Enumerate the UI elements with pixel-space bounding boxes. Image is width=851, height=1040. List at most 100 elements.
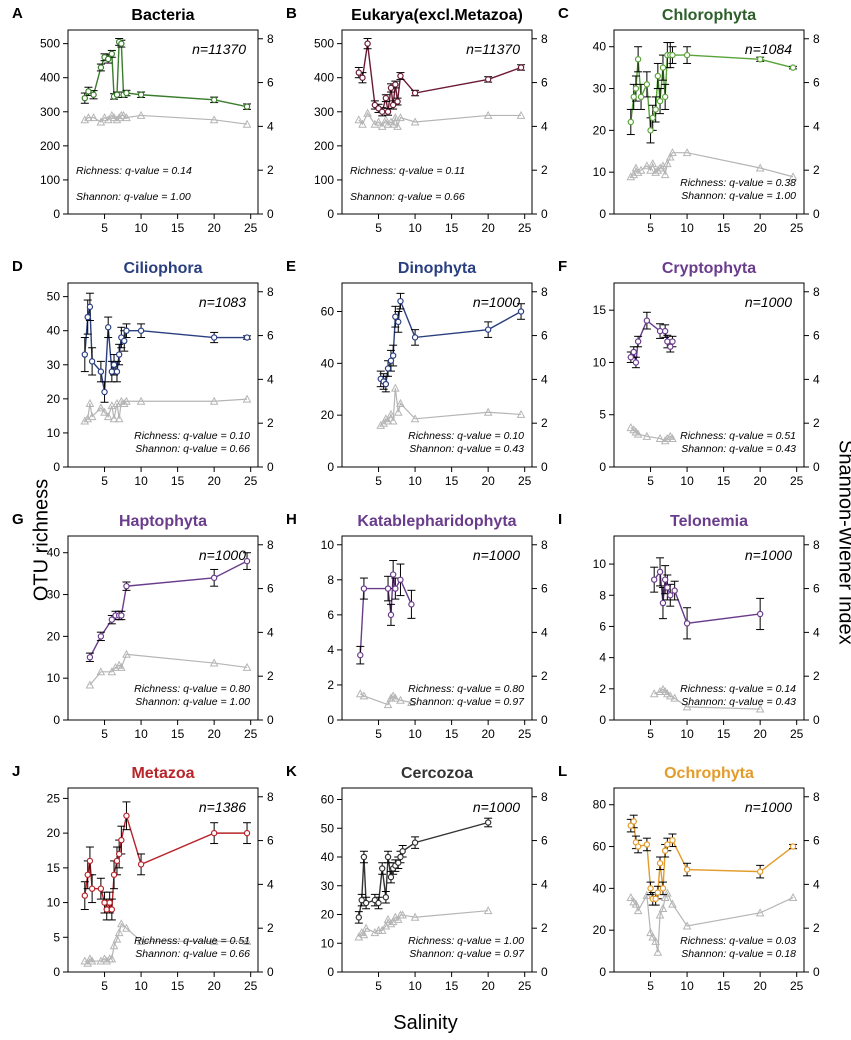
richness-point [667, 343, 674, 350]
shannon-point [393, 914, 403, 923]
y2-tick-label: 0 [267, 713, 274, 727]
richness-point [683, 51, 691, 59]
y-tick-label: 10 [47, 896, 61, 910]
plot-frame [341, 282, 533, 468]
x-tick-label: 15 [171, 727, 185, 741]
richness-point [101, 388, 108, 396]
x-tick-label: 10 [134, 474, 148, 488]
shannon-point [516, 110, 526, 119]
panel-l: L Ochrophyta 0 20 40 60 80 0 2 4 6 8 5 10 15 20 25 n=1000… [558, 763, 820, 993]
richness-point [389, 352, 397, 359]
richness-point [756, 56, 764, 63]
shannon-point [136, 110, 146, 119]
richness-point [359, 74, 366, 81]
richness-point [378, 865, 386, 872]
shannon-point [242, 394, 252, 403]
y-tick-label: 0 [327, 207, 334, 221]
shannon-point [100, 407, 109, 416]
richness-point [360, 853, 368, 861]
shannon-point [80, 416, 90, 425]
shannon-point [112, 115, 122, 124]
panel-i: I Telonemia 0 2 4 6 8 10 0 2 4 6 8 5 10 15 20 25 n=1000 Ric… [558, 511, 820, 741]
x-tick-label: 10 [408, 474, 422, 488]
richness-point [411, 89, 419, 97]
x-tick-label: 5 [375, 979, 382, 993]
shannon-point [668, 899, 677, 908]
n-label: n=11370 [192, 41, 246, 57]
stats-shannon: Shannon: q-value = 0.97 [409, 696, 525, 708]
richness-point [756, 868, 764, 875]
x-tick-label: 20 [481, 979, 495, 993]
richness-point [659, 885, 667, 892]
x-tick-label: 15 [171, 474, 185, 488]
y2-tick-label: 2 [541, 416, 548, 430]
y-tick-label: 20 [47, 826, 61, 840]
shannon-point [653, 947, 663, 956]
y2-tick-label: 2 [267, 921, 274, 935]
shannon-point [653, 165, 663, 174]
richness-point [484, 326, 492, 333]
panel-letter: B [286, 5, 297, 22]
richness-point [355, 914, 363, 921]
x-tick-label: 5 [101, 727, 108, 741]
richness-point [137, 91, 145, 98]
richness-point [397, 297, 404, 305]
y2-tick-label: 4 [541, 625, 548, 639]
shannon-point [107, 667, 117, 676]
richness-point [387, 611, 395, 619]
shannon-point [109, 941, 119, 950]
richness-point [97, 64, 105, 71]
panel-j: J Metazoa 0 5 10 15 20 25 0 2 4 6 8 5 10 15 20 25 n=1386 Ri… [12, 763, 274, 993]
richness-point [408, 601, 415, 608]
y2-tick-label: 4 [813, 877, 820, 891]
shannon-point [383, 119, 393, 128]
richness-point [137, 861, 145, 868]
y-tick-label: 2 [327, 678, 334, 692]
y2-tick-label: 8 [541, 790, 548, 804]
shannon-point [100, 113, 109, 122]
panel-b: B Eukarya(excl.Metazoa)010020030040050002… [286, 5, 548, 235]
shannon-point [209, 396, 219, 405]
y2-tick-label: 4 [813, 119, 820, 133]
y-tick-label: 20 [321, 408, 335, 422]
y2-tick-label: 8 [267, 32, 274, 46]
richness-point [789, 64, 797, 71]
y2-tick-label: 6 [267, 76, 274, 90]
stats-richness: Richness: q-value = 0.14 [680, 683, 796, 695]
y-tick-label: 200 [314, 139, 334, 153]
richness-point [113, 91, 121, 98]
stats-shannon: Shannon: q-value = 0.43 [409, 443, 524, 455]
richness-point [669, 338, 676, 345]
y2-tick-label: 6 [541, 582, 548, 596]
panel-letter: D [12, 258, 23, 275]
plot-frame [613, 535, 805, 721]
shannon-point [642, 161, 652, 170]
x-tick-label: 25 [244, 727, 258, 741]
plot-frame [67, 282, 259, 468]
x-tick-label: 20 [207, 727, 221, 741]
shannon-point [398, 910, 407, 919]
shannon-point [655, 433, 665, 443]
panel-title: Ciliophora [123, 260, 202, 277]
x-tick-label: 15 [445, 474, 459, 488]
stats-shannon: Shannon: q-value = 0.18 [681, 948, 796, 960]
stats-shannon: Shannon: q-value = 0.66 [135, 948, 250, 960]
shannon-point [755, 704, 765, 713]
y2-tick-label: 2 [813, 921, 820, 935]
shannon-point [410, 117, 420, 126]
shannon-point [663, 888, 672, 897]
richness-point [649, 114, 656, 122]
y-tick-label: 30 [593, 82, 607, 96]
richness-point [123, 89, 130, 97]
shannon-point [660, 892, 670, 902]
plot-frame [67, 535, 259, 721]
shannon-point [381, 115, 391, 124]
shannon-point [355, 689, 365, 698]
shannon-point [386, 409, 396, 418]
stats-richness: Richness: q-value = 0.80 [408, 683, 524, 695]
y2-tick-label: 6 [813, 834, 820, 848]
richness-point [210, 574, 218, 582]
richness-point [85, 88, 92, 95]
y2-tick-label: 0 [267, 460, 274, 474]
richness-point [137, 327, 145, 334]
